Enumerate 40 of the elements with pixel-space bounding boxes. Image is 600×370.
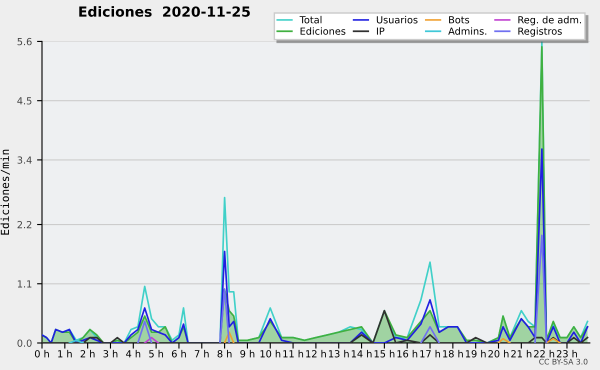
- y-tick-label: 0.0: [17, 339, 32, 347]
- x-tick-label: 8 h: [218, 350, 232, 358]
- x-tick-label: 6 h: [172, 350, 186, 358]
- legend-label: Usuarios: [376, 16, 418, 24]
- x-tick-label: 0 h: [34, 350, 49, 358]
- y-axis-title: Ediciones/min: [0, 150, 10, 235]
- x-tick-label: 7 h: [194, 350, 209, 358]
- chart-title: Ediciones 2020-11-25: [79, 6, 250, 17]
- x-tick-label: 10 h: [260, 350, 280, 358]
- x-tick-label: 12 h: [306, 350, 326, 358]
- x-tick-label: 5 h: [149, 350, 164, 358]
- x-tick-label: 18 h: [443, 350, 463, 358]
- legend-label: Registros: [518, 27, 562, 37]
- x-tick-label: 17 h: [420, 350, 440, 358]
- x-tick-label: 1 h: [58, 350, 72, 358]
- x-tick-label: 20 h: [488, 350, 508, 358]
- x-tick-label: 19 h: [466, 350, 486, 358]
- legend-label: IP: [376, 28, 384, 35]
- x-tick-label: 9 h: [240, 350, 254, 358]
- legend-label: Reg. de adm.: [518, 16, 581, 26]
- x-tick-label: 16 h: [397, 350, 418, 358]
- y-tick-label: 3.4: [18, 156, 32, 164]
- legend-label: Ediciones: [300, 27, 346, 35]
- legend-label: Bots: [449, 16, 470, 24]
- x-tick-label: 4 h: [126, 350, 140, 358]
- y-tick-label: 5.6: [18, 38, 32, 46]
- legend-label: Total: [300, 16, 322, 24]
- x-tick-label: 2 h: [80, 350, 95, 358]
- x-tick-label: 23 h: [556, 350, 577, 358]
- x-tick-label: 21 h: [511, 350, 532, 358]
- x-tick-label: 15 h: [374, 350, 394, 358]
- x-tick-label: 22 h: [534, 350, 554, 358]
- legend-label: Admins.: [448, 27, 486, 35]
- x-tick-label: 14 h: [352, 350, 372, 358]
- y-tick-label: 1.1: [18, 280, 32, 288]
- x-tick-label: 11 h: [283, 350, 304, 358]
- x-tick-label: 3 h: [104, 350, 118, 358]
- x-tick-label: 13 h: [328, 350, 349, 358]
- y-tick-label: 2.2: [18, 221, 32, 228]
- y-tick-label: 4.5: [17, 97, 32, 105]
